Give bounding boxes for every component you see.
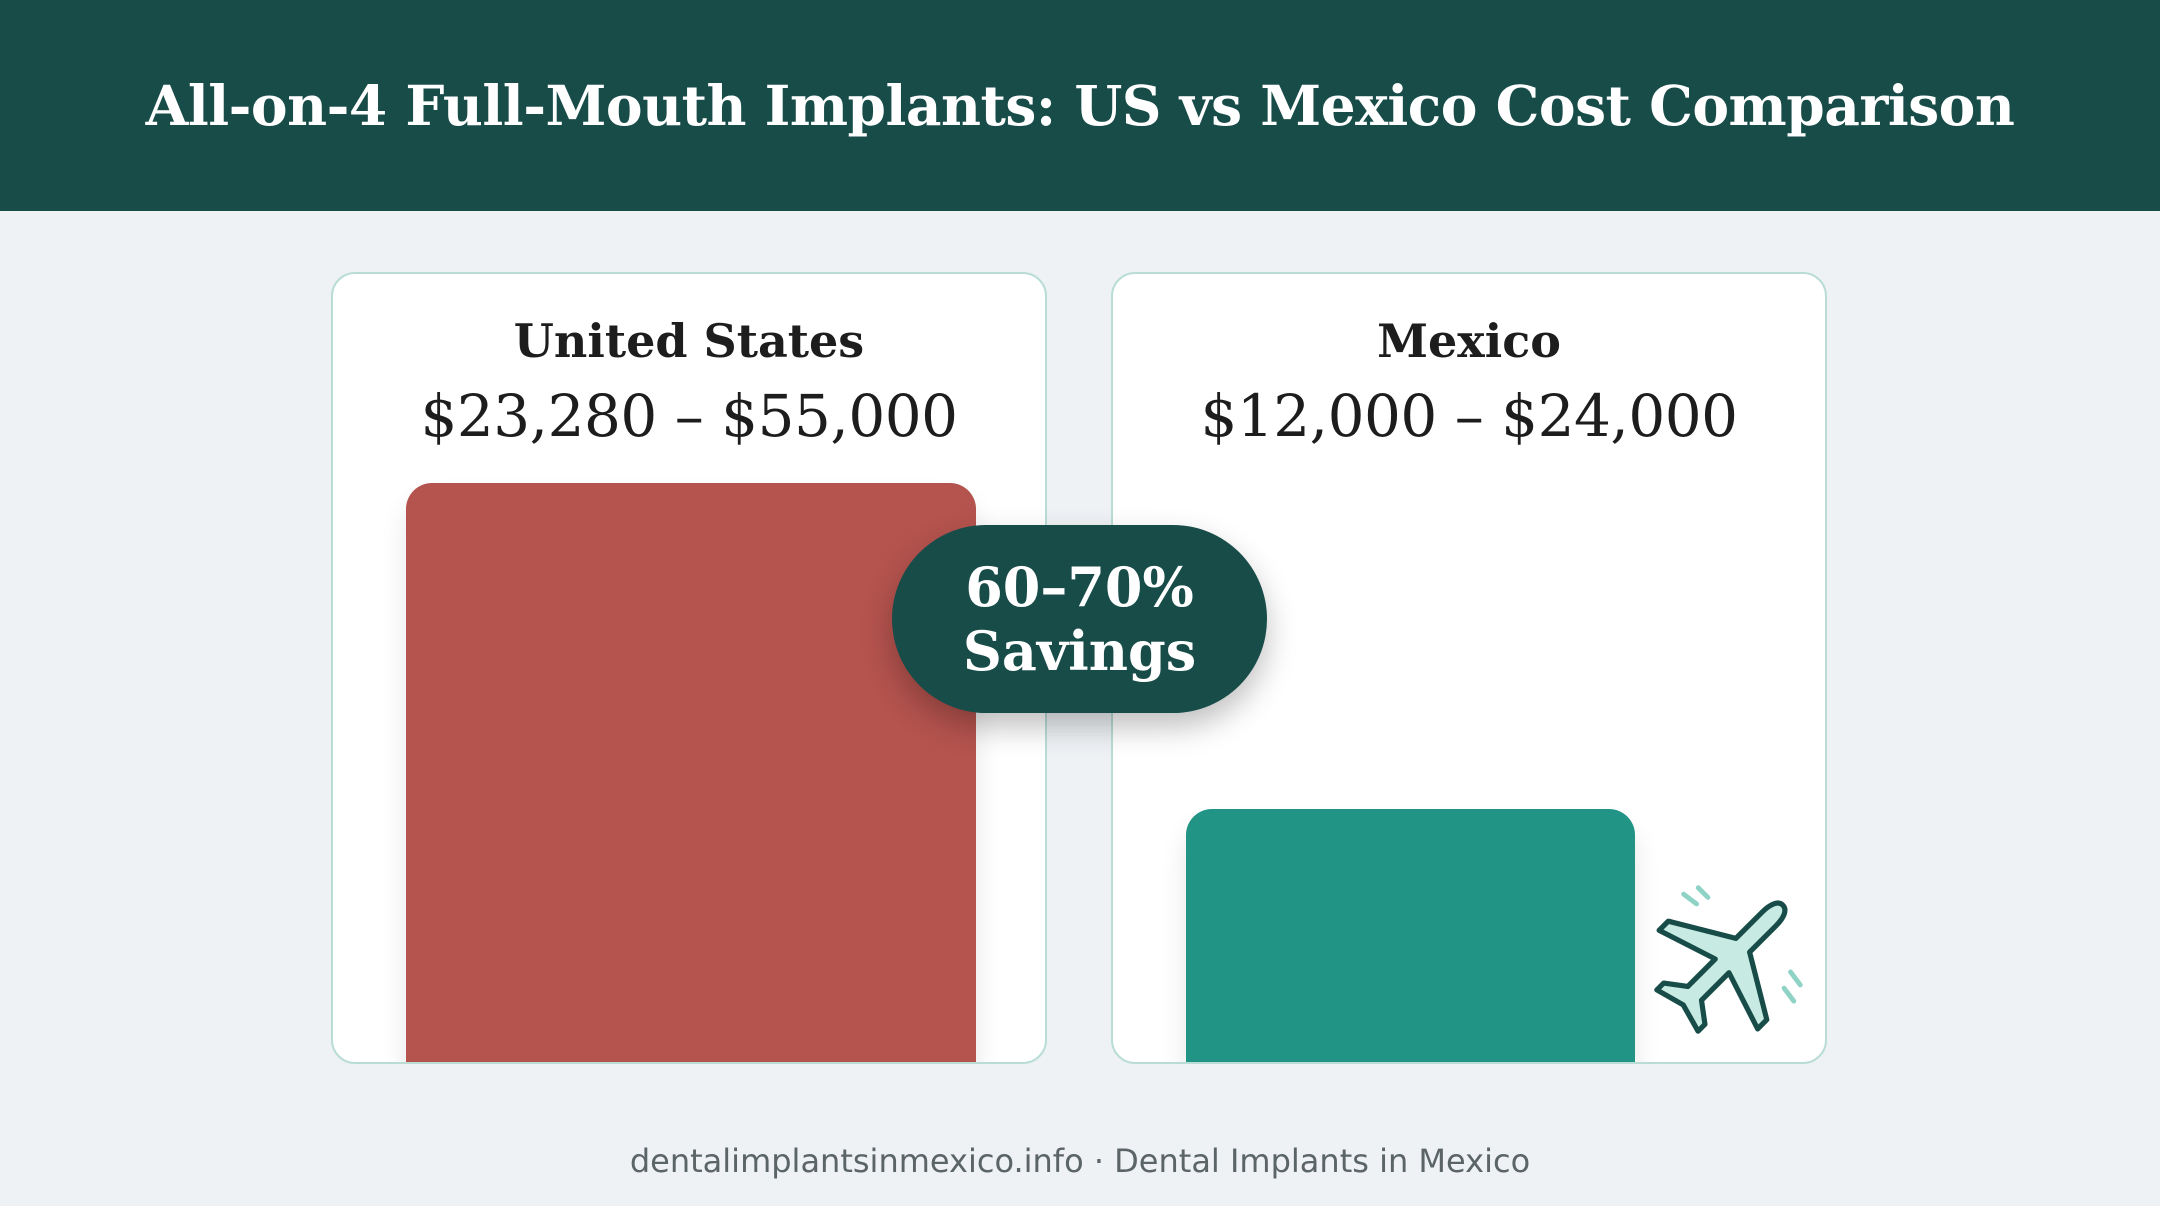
price-range-united-states: $23,280 – $55,000 xyxy=(420,382,958,450)
bar-label-mexico: Mexico xyxy=(1377,314,1561,368)
title-banner: All-on-4 Full-Mouth Implants: US vs Mexi… xyxy=(0,0,2160,211)
savings-percent: 60–70% xyxy=(965,555,1194,619)
savings-badge: 60–70% Savings xyxy=(892,525,1267,713)
airplane-icon xyxy=(1654,885,1803,1034)
bar-label-united-states: United States xyxy=(513,314,865,368)
bar-united-states xyxy=(406,483,976,1062)
footer-credit: dentalimplantsinmexico.info · Dental Imp… xyxy=(629,1142,1531,1180)
price-range-mexico: $12,000 – $24,000 xyxy=(1200,382,1738,450)
bar-mexico xyxy=(1186,809,1635,1062)
page-title: All-on-4 Full-Mouth Implants: US vs Mexi… xyxy=(145,73,2015,138)
savings-label: Savings xyxy=(962,619,1197,683)
